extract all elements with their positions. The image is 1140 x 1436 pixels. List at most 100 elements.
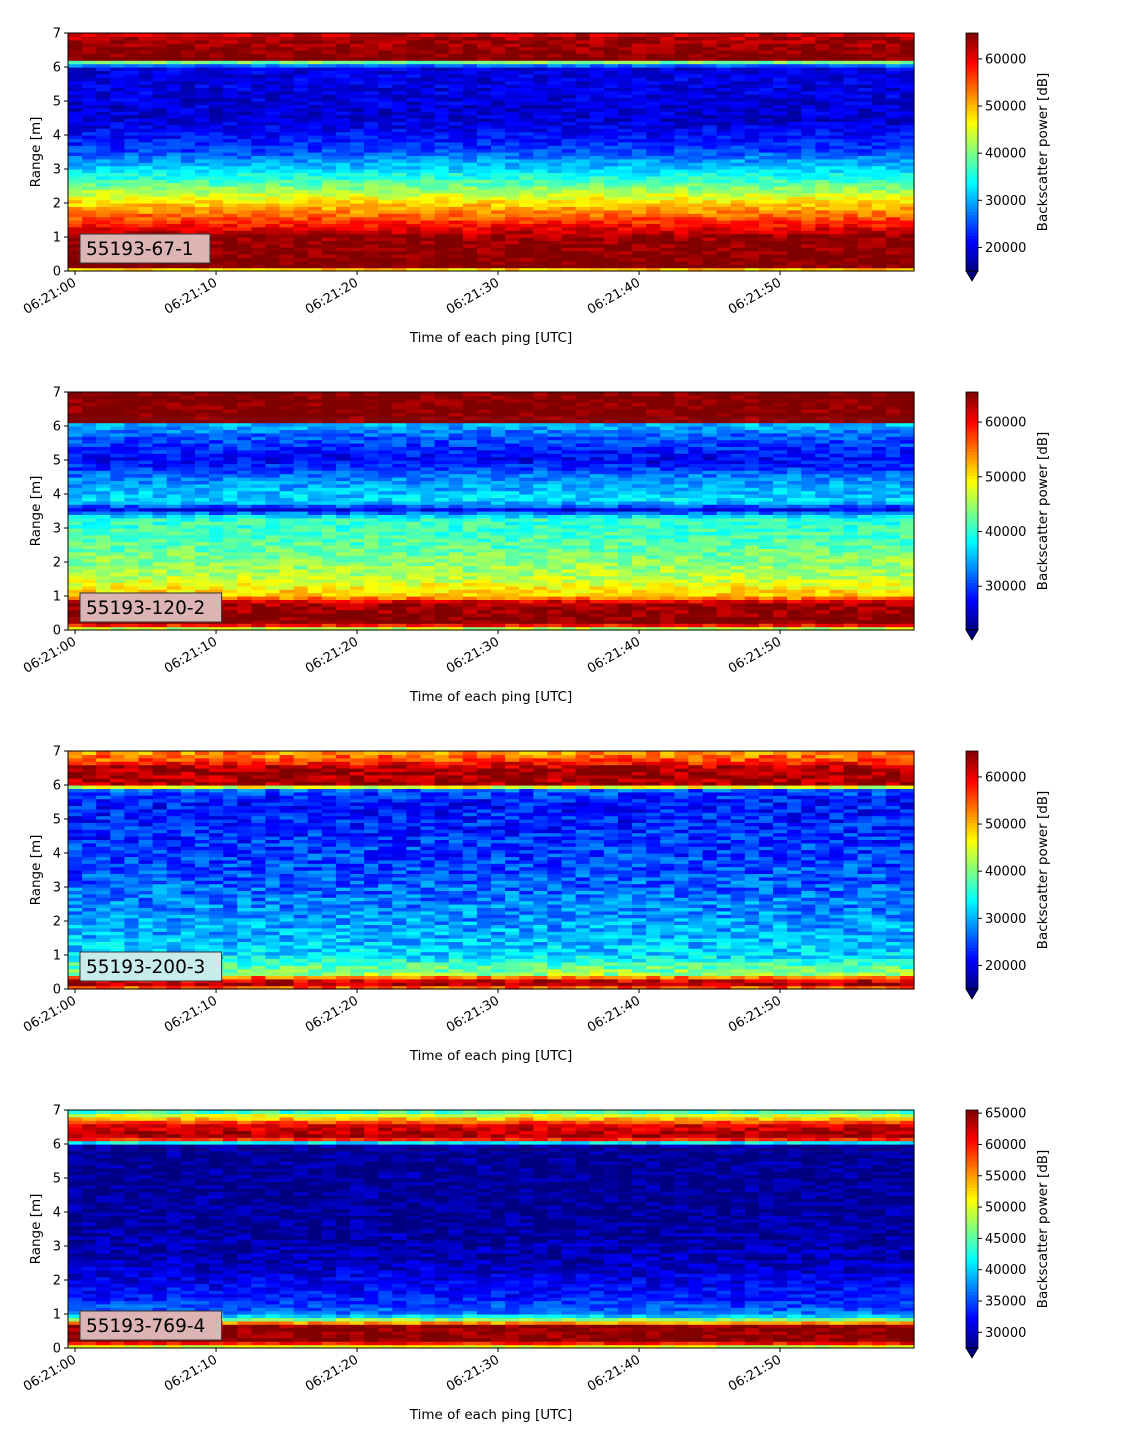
heatmap-cell	[561, 199, 577, 204]
heatmap-cell	[899, 592, 915, 597]
heatmap-cell	[82, 101, 97, 105]
heatmap-cell	[420, 182, 436, 187]
heatmap-cell	[688, 67, 704, 71]
heatmap-cell	[378, 36, 393, 41]
heatmap-cell	[843, 626, 859, 631]
heatmap-cell	[702, 596, 718, 600]
heatmap-cell	[110, 626, 125, 631]
heatmap-cell	[632, 596, 647, 600]
heatmap-cell	[758, 107, 774, 112]
heatmap-cell	[364, 56, 379, 61]
heatmap-cell	[660, 247, 675, 252]
heatmap-cell	[787, 111, 802, 116]
heatmap-cell	[730, 165, 746, 170]
heatmap-cell	[589, 80, 605, 85]
heatmap-cell	[617, 254, 633, 258]
heatmap-cell	[251, 148, 266, 153]
heatmap-cell	[533, 33, 548, 37]
heatmap-cell	[406, 141, 422, 146]
heatmap-cell	[660, 56, 675, 61]
heatmap-cell	[491, 80, 506, 85]
heatmap-cell	[96, 121, 111, 126]
heatmap-cell	[801, 33, 816, 37]
heatmap-cell	[857, 237, 873, 241]
heatmap-cell	[476, 196, 492, 201]
heatmap-cell	[505, 70, 520, 75]
heatmap-cell	[716, 118, 732, 122]
heatmap-cell	[392, 196, 407, 201]
heatmap-cell	[660, 158, 675, 163]
heatmap-cell	[82, 203, 97, 207]
heatmap-cell	[406, 152, 422, 156]
heatmap-cell	[68, 131, 83, 136]
heatmap-cell	[237, 182, 252, 187]
heatmap-cell	[885, 233, 901, 238]
heatmap-cell	[335, 124, 351, 129]
heatmap-cell	[364, 63, 379, 68]
heatmap-cell	[603, 121, 619, 126]
heatmap-cell	[378, 226, 393, 231]
heatmap-cell	[378, 60, 393, 65]
heatmap-cell	[547, 169, 563, 173]
heatmap-cell	[716, 209, 732, 214]
heatmap-cell	[251, 135, 266, 139]
heatmap-cell	[843, 90, 859, 95]
heatmap-cell	[491, 257, 506, 262]
heatmap-cell	[138, 226, 154, 231]
heatmap-cell	[899, 606, 915, 611]
heatmap-cell	[801, 121, 816, 126]
colorbar-segment	[966, 140, 978, 144]
heatmap-cell	[96, 189, 111, 194]
heatmap-cell	[589, 223, 605, 228]
heatmap-cell	[519, 199, 534, 204]
heatmap-cell	[730, 264, 746, 269]
heatmap-cell	[589, 189, 605, 194]
heatmap-cell	[617, 247, 633, 252]
heatmap-cell	[279, 94, 295, 99]
heatmap-cell	[406, 240, 422, 245]
heatmap-cell	[96, 84, 111, 88]
heatmap-cell	[293, 43, 309, 48]
heatmap-cell	[702, 94, 718, 99]
heatmap-cell	[899, 243, 915, 248]
heatmap-cell	[223, 619, 238, 624]
heatmap-cell	[110, 107, 125, 112]
heatmap-cell	[730, 172, 746, 177]
heatmap-cell	[758, 84, 774, 88]
heatmap-cell	[279, 152, 295, 156]
heatmap-cell	[350, 90, 365, 95]
heatmap-cell	[420, 196, 436, 201]
heatmap-cell	[237, 138, 252, 143]
heatmap-cell	[180, 623, 196, 628]
heatmap-cell	[350, 267, 365, 272]
heatmap-cell	[674, 169, 689, 173]
heatmap-cell	[378, 131, 393, 136]
heatmap-cell	[251, 203, 266, 207]
heatmap-cell	[773, 247, 788, 252]
heatmap-cell	[392, 118, 407, 122]
heatmap-cell	[82, 179, 97, 184]
heatmap-cell	[815, 243, 830, 248]
heatmap-cell	[406, 189, 422, 194]
heatmap-cell	[589, 599, 605, 604]
heatmap-cell	[674, 609, 689, 614]
heatmap-cell	[519, 33, 534, 37]
colorbar-segment	[966, 256, 978, 260]
heatmap-cell	[829, 172, 845, 177]
colorbar-segment	[966, 184, 978, 189]
heatmap-cell	[730, 162, 746, 167]
heatmap-cell	[406, 596, 422, 600]
heatmap-cell	[505, 145, 520, 150]
heatmap-cell	[378, 216, 393, 221]
heatmap-cell	[110, 56, 125, 61]
heatmap-cell	[758, 596, 774, 600]
heatmap-cell	[462, 613, 478, 617]
heatmap-cell	[617, 182, 633, 187]
heatmap-cell	[533, 626, 548, 631]
heatmap-cell	[674, 135, 689, 139]
heatmap-cell	[702, 141, 718, 146]
heatmap-cell	[406, 609, 422, 614]
heatmap-cell	[815, 97, 830, 102]
colorbar-segment	[966, 226, 978, 230]
heatmap-cell	[406, 169, 422, 173]
